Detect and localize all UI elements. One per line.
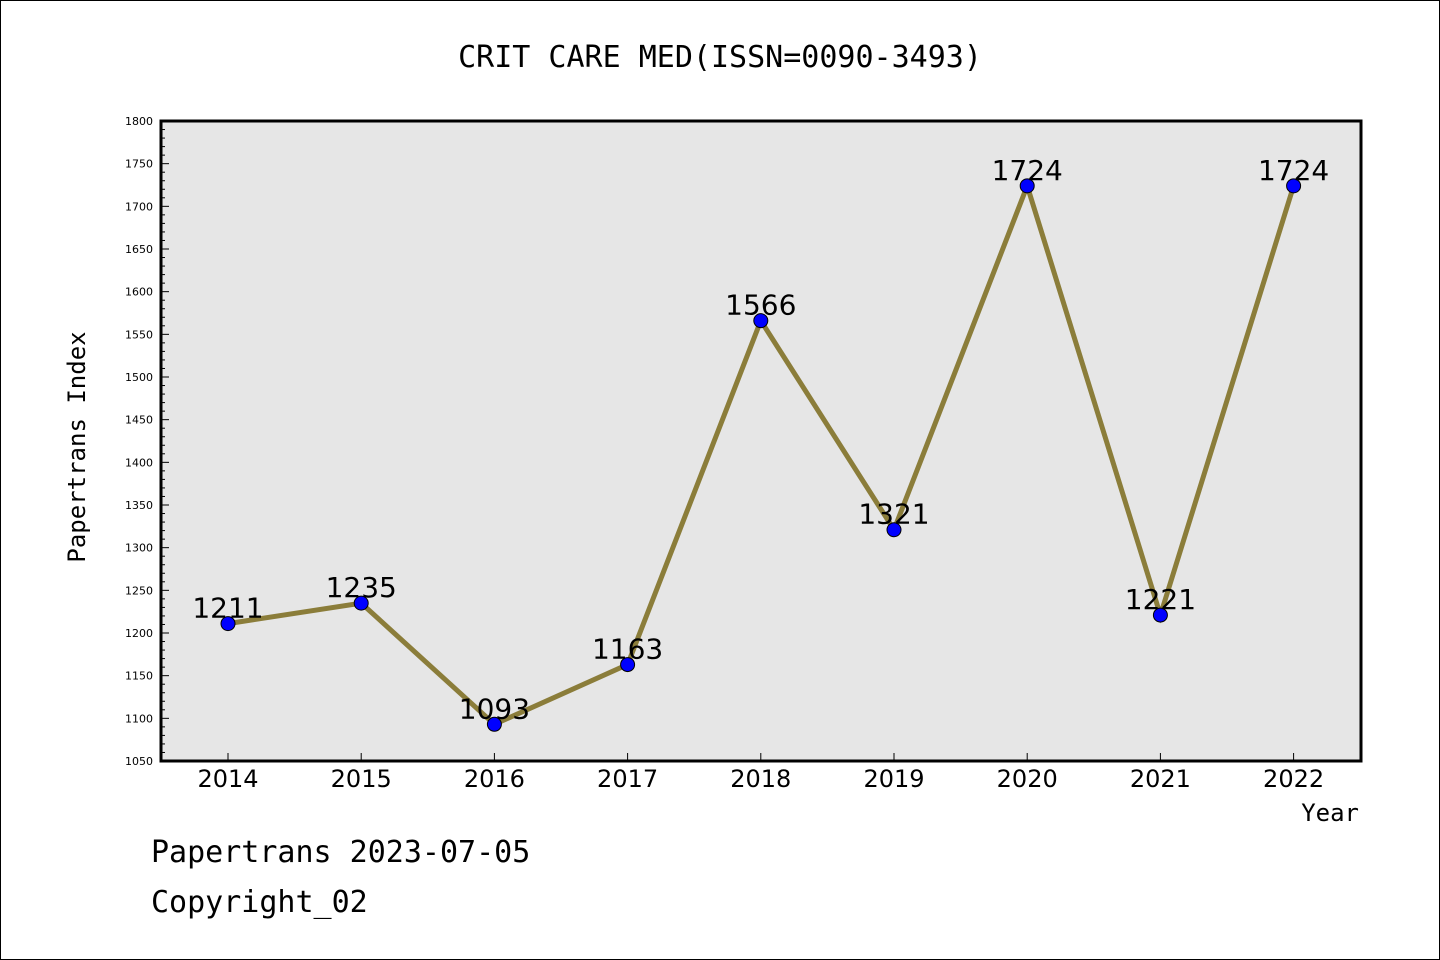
y-tick-label: 1600 [125, 286, 153, 299]
y-tick-label: 1300 [125, 542, 153, 555]
data-label: 1093 [459, 692, 530, 725]
data-point [886, 522, 902, 538]
x-tick-label: 2022 [1263, 765, 1324, 793]
data-point [353, 595, 369, 611]
footer-date: Papertrans 2023-07-05 [151, 835, 531, 870]
y-tick-label: 1750 [125, 158, 153, 171]
data-point [620, 657, 636, 673]
x-tick-label: 2016 [464, 765, 525, 793]
y-tick-label: 1450 [125, 414, 153, 427]
x-tick-label: 2020 [997, 765, 1058, 793]
x-tick-label: 2021 [1130, 765, 1191, 793]
data-point [486, 716, 502, 732]
data-label: 1163 [592, 633, 663, 666]
y-tick-label: 1650 [125, 243, 153, 256]
x-tick-label: 2019 [863, 765, 924, 793]
footer-copyright: Copyright_02 [151, 885, 368, 920]
x-tick-label: 2015 [331, 765, 392, 793]
data-label: 1211 [192, 592, 263, 625]
data-point [1019, 178, 1035, 194]
data-label: 1321 [858, 498, 929, 531]
y-tick-label: 1800 [125, 115, 153, 128]
y-tick-label: 1250 [125, 584, 153, 597]
plot-border [159, 119, 1363, 763]
chart-title: CRIT CARE MED(ISSN=0090-3493) [458, 40, 982, 75]
data-label: 1566 [725, 289, 796, 322]
y-tick-label: 1050 [125, 755, 153, 768]
data-labels-layer: 1211 1235 1093 1163 1566 1321 1724 1221 1724 [192, 154, 1329, 725]
y-tick-label: 1700 [125, 200, 153, 213]
series-layer [220, 178, 1302, 732]
data-point [220, 616, 236, 632]
data-point [753, 313, 769, 329]
x-tick-label: 2018 [730, 765, 791, 793]
y-tick-label: 1350 [125, 499, 153, 512]
y-tick-label: 1200 [125, 627, 153, 640]
x-axis: 2014 2015 2016 2017 2018 2019 2020 2021 2022 [197, 753, 1324, 793]
y-tick-label: 1150 [125, 670, 153, 683]
x-tick-label: 2017 [597, 765, 658, 793]
data-label: 1724 [992, 154, 1063, 187]
y-tick-label: 1500 [125, 371, 153, 384]
y-tick-label: 1100 [125, 712, 153, 725]
y-tick-label: 1400 [125, 456, 153, 469]
y-axis-label: Papertrans Index [63, 331, 91, 562]
x-axis-label: Year [1301, 799, 1359, 827]
data-label: 1221 [1125, 583, 1196, 616]
data-point [1286, 178, 1302, 194]
y-tick-label: 1550 [125, 328, 153, 341]
x-tick-label: 2014 [197, 765, 258, 793]
data-label: 1235 [326, 571, 397, 604]
plot-area [161, 121, 1361, 761]
data-point [1152, 607, 1168, 623]
data-label: 1724 [1258, 154, 1329, 187]
